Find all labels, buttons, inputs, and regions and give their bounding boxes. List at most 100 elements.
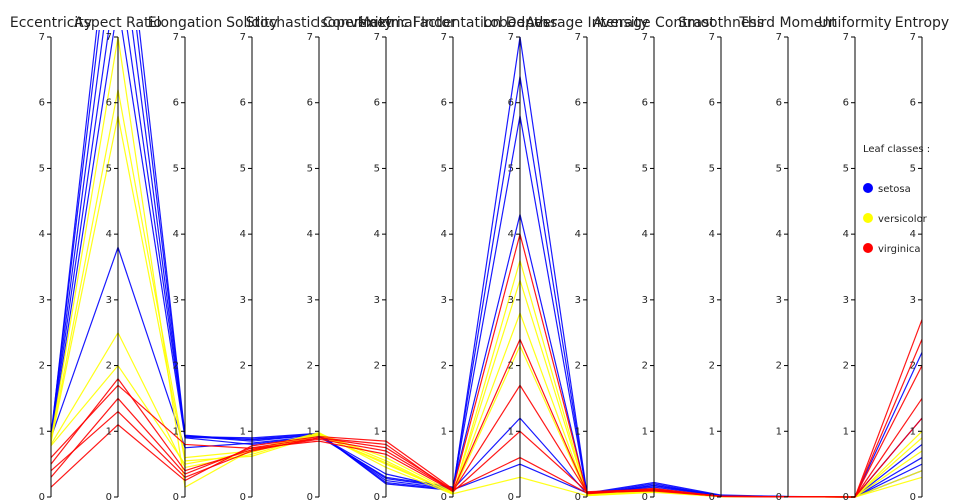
y-tick-label: 1 xyxy=(307,426,313,437)
y-tick-label: 3 xyxy=(910,295,916,306)
y-tick-label: 7 xyxy=(106,32,112,43)
y-tick-label: 3 xyxy=(307,295,313,306)
y-tick-label: 2 xyxy=(642,361,648,372)
y-tick-label: 5 xyxy=(307,163,313,174)
lines-layer xyxy=(50,30,923,498)
y-tick-label: 7 xyxy=(575,32,581,43)
y-tick-label: 2 xyxy=(776,361,782,372)
y-tick-label: 2 xyxy=(709,361,715,372)
y-tick-label: 3 xyxy=(575,295,581,306)
y-tick-label: 4 xyxy=(575,229,581,240)
y-tick-label: 4 xyxy=(39,229,45,240)
y-tick-label: 5 xyxy=(910,163,916,174)
y-tick-label: 6 xyxy=(508,98,514,109)
y-tick-label: 4 xyxy=(709,229,715,240)
data-line xyxy=(50,89,923,498)
y-tick-label: 7 xyxy=(776,32,782,43)
y-tick-label: 2 xyxy=(307,361,313,372)
axis-title: Maximal Indentation Depth xyxy=(358,15,549,31)
y-tick-label: 1 xyxy=(575,426,581,437)
y-tick-label: 0 xyxy=(441,492,447,500)
y-tick-label: 1 xyxy=(441,426,447,437)
axis-title: Solidity xyxy=(226,15,278,31)
y-tick-label: 1 xyxy=(173,426,179,437)
y-tick-label: 7 xyxy=(843,32,849,43)
y-tick-label: 0 xyxy=(910,492,916,500)
y-tick-label: 1 xyxy=(374,426,380,437)
y-tick-label: 0 xyxy=(508,492,514,500)
y-tick-label: 2 xyxy=(508,361,514,372)
y-tick-label: 5 xyxy=(709,163,715,174)
y-tick-label: 6 xyxy=(441,98,447,109)
y-tick-label: 4 xyxy=(106,229,112,240)
axis-title: Entropy xyxy=(895,15,949,31)
axis-title: Aspect Ratio xyxy=(74,15,162,31)
y-tick-label: 2 xyxy=(240,361,246,372)
y-tick-label: 4 xyxy=(843,229,849,240)
axis-title: Average Contrast xyxy=(593,15,715,31)
y-tick-label: 7 xyxy=(240,32,246,43)
y-tick-label: 6 xyxy=(106,98,112,109)
y-tick-label: 6 xyxy=(575,98,581,109)
y-tick-label: 2 xyxy=(173,361,179,372)
y-tick-label: 1 xyxy=(709,426,715,437)
y-tick-label: 1 xyxy=(39,426,45,437)
y-tick-label: 6 xyxy=(843,98,849,109)
y-tick-label: 3 xyxy=(39,295,45,306)
y-tick-label: 6 xyxy=(307,98,313,109)
axis-title: Smoothness xyxy=(678,15,764,31)
y-tick-label: 5 xyxy=(642,163,648,174)
y-tick-label: 3 xyxy=(776,295,782,306)
y-tick-label: 7 xyxy=(173,32,179,43)
y-tick-label: 2 xyxy=(843,361,849,372)
y-tick-label: 0 xyxy=(240,492,246,500)
data-line xyxy=(50,30,923,498)
y-tick-label: 0 xyxy=(843,492,849,500)
y-tick-label: 7 xyxy=(39,32,45,43)
y-tick-label: 1 xyxy=(843,426,849,437)
y-tick-label: 7 xyxy=(307,32,313,43)
y-tick-label: 5 xyxy=(575,163,581,174)
y-tick-label: 3 xyxy=(106,295,112,306)
y-tick-label: 4 xyxy=(374,229,380,240)
y-tick-label: 2 xyxy=(374,361,380,372)
y-tick-label: 6 xyxy=(240,98,246,109)
y-tick-label: 4 xyxy=(307,229,313,240)
axis-title: Eccentricity xyxy=(10,15,92,31)
y-tick-label: 3 xyxy=(843,295,849,306)
y-tick-label: 7 xyxy=(642,32,648,43)
y-tick-label: 4 xyxy=(642,229,648,240)
data-line xyxy=(50,410,923,498)
y-tick-label: 2 xyxy=(910,361,916,372)
y-tick-label: 0 xyxy=(709,492,715,500)
y-tick-label: 1 xyxy=(106,426,112,437)
y-tick-label: 6 xyxy=(173,98,179,109)
y-tick-label: 5 xyxy=(39,163,45,174)
axis-title: Lobedness xyxy=(483,15,558,31)
y-tick-label: 6 xyxy=(776,98,782,109)
y-tick-label: 0 xyxy=(173,492,179,500)
y-tick-label: 4 xyxy=(508,229,514,240)
y-tick-label: 1 xyxy=(642,426,648,437)
axis-title: Average Intensity xyxy=(526,15,649,31)
axis-title: Elongation xyxy=(148,15,222,31)
y-tick-label: 3 xyxy=(441,295,447,306)
y-tick-label: 6 xyxy=(39,98,45,109)
y-tick-label: 0 xyxy=(307,492,313,500)
y-tick-label: 5 xyxy=(374,163,380,174)
y-tick-label: 1 xyxy=(240,426,246,437)
y-tick-label: 4 xyxy=(776,229,782,240)
y-tick-label: 1 xyxy=(508,426,514,437)
axis-title: Uniformity xyxy=(818,15,891,31)
y-tick-label: 3 xyxy=(642,295,648,306)
y-tick-label: 0 xyxy=(39,492,45,500)
y-tick-label: 3 xyxy=(709,295,715,306)
y-tick-label: 3 xyxy=(240,295,246,306)
y-tick-label: 2 xyxy=(575,361,581,372)
legend-marker xyxy=(863,213,873,223)
y-tick-label: 7 xyxy=(910,32,916,43)
data-line xyxy=(50,30,923,498)
legend-title: Leaf classes : xyxy=(863,144,930,155)
y-tick-label: 5 xyxy=(106,163,112,174)
axis-title: Stochastic Convexity xyxy=(246,15,393,31)
